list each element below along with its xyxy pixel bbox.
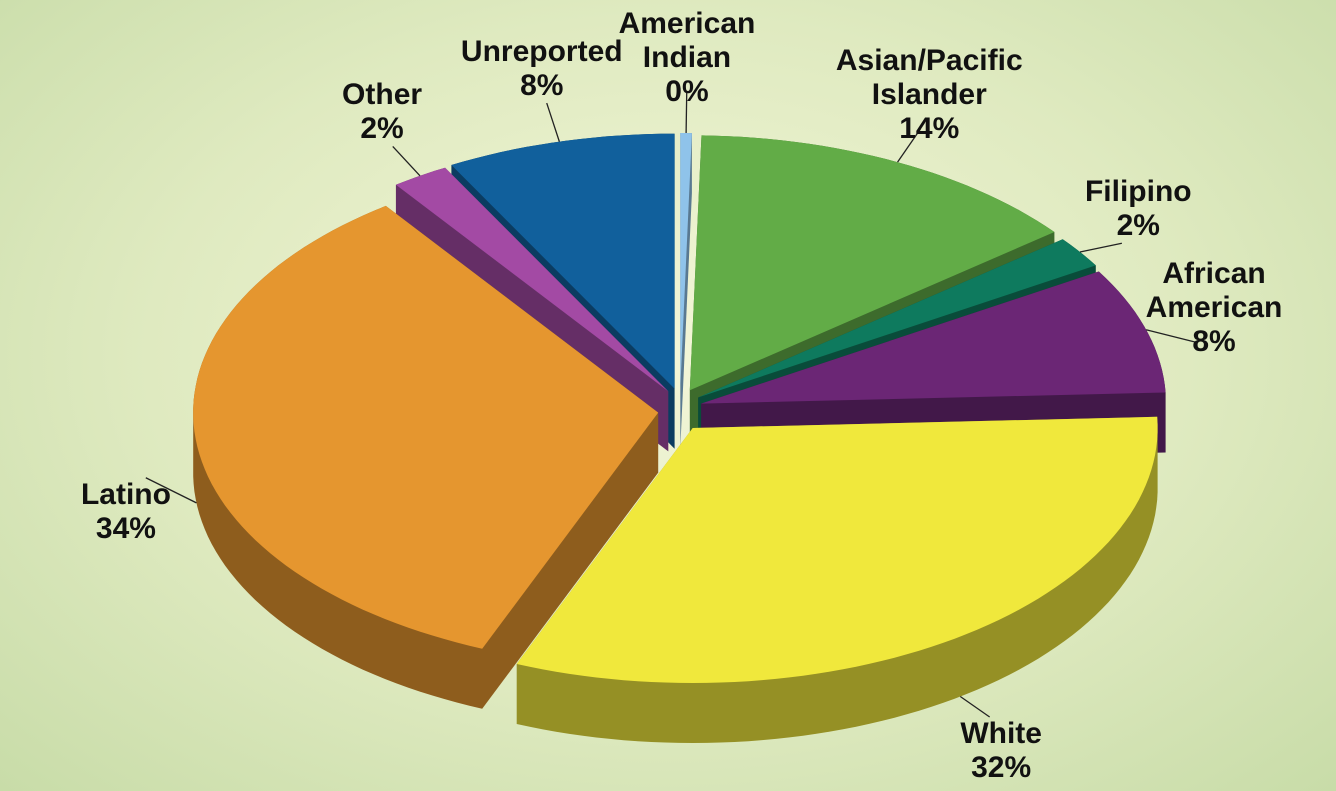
leader-line <box>145 477 197 504</box>
slice-group <box>193 205 659 709</box>
value-label: 0% <box>665 75 709 109</box>
slice <box>193 205 659 649</box>
slice-label: Latino 34% <box>18 478 233 546</box>
category-label: Unreported <box>460 35 623 69</box>
category-label: Latino <box>80 477 171 511</box>
leader-line <box>685 92 688 134</box>
slice-label: Other 2% <box>275 78 490 146</box>
leader-line <box>546 102 560 142</box>
slice <box>516 416 1158 683</box>
slice-label: Unreported 8% <box>434 35 649 103</box>
value-label: 34% <box>95 511 156 545</box>
value-label: 14% <box>899 112 960 146</box>
slice-label: Filipino 2% <box>1031 175 1246 243</box>
slice <box>395 167 669 392</box>
category-label: White <box>960 717 1042 750</box>
slice <box>698 239 1096 398</box>
slice <box>451 133 675 389</box>
category-label: Asian/Pacific Islander <box>835 44 1023 112</box>
leader-line <box>1079 242 1123 253</box>
slice <box>680 133 692 388</box>
value-label: 8% <box>1192 324 1236 358</box>
category-label: Filipino <box>1084 175 1192 209</box>
slice-label: Asian/Pacific Islander 14% <box>822 44 1037 146</box>
slice <box>689 135 1055 391</box>
value-label: 2% <box>360 112 404 146</box>
leader-line <box>1145 329 1196 343</box>
value-label: 2% <box>1116 209 1160 243</box>
category-label: African American <box>1145 256 1283 324</box>
slice-group <box>680 133 692 448</box>
value-label: 8% <box>520 69 564 103</box>
category-label: American Indian <box>618 7 756 75</box>
slice-group <box>701 271 1166 464</box>
slice-label: White 32% <box>894 717 1109 785</box>
leader-line <box>959 695 991 718</box>
category-label: Other <box>342 78 423 112</box>
leader-line <box>897 128 921 163</box>
slice <box>701 271 1166 404</box>
slice-group <box>516 416 1158 743</box>
slice-label: American Indian 0% <box>579 7 794 109</box>
leader-line <box>392 146 421 177</box>
slice-label: African American 8% <box>1107 257 1322 359</box>
value-label: 32% <box>971 751 1032 784</box>
